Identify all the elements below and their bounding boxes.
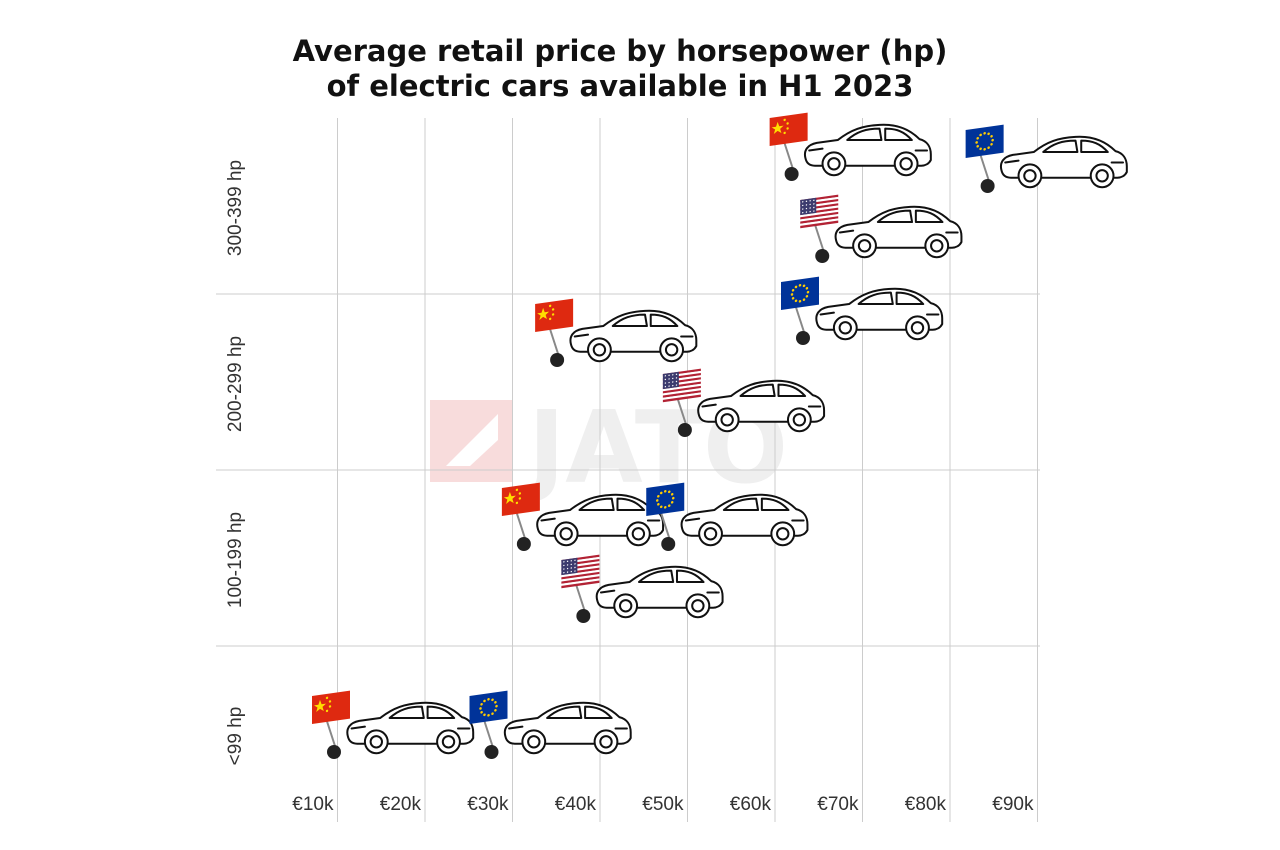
x-axis-tick-label: €10k xyxy=(292,794,334,815)
car-icon xyxy=(346,701,475,755)
car-icon xyxy=(999,135,1128,189)
x-axis-tick-label: €50k xyxy=(642,794,684,815)
usa-flag-icon xyxy=(662,368,701,403)
china-flag-icon xyxy=(769,112,808,146)
data-point-eu xyxy=(469,690,632,759)
point-marker xyxy=(980,179,995,193)
x-axis-tick-label: €90k xyxy=(992,794,1034,815)
data-point-usa xyxy=(800,194,963,263)
point-marker xyxy=(784,167,799,181)
data-point-usa xyxy=(561,554,724,623)
data-point-eu xyxy=(965,124,1128,193)
car-icon xyxy=(803,123,932,177)
data-point-eu xyxy=(646,482,809,551)
chart-title-line-1: Average retail price by horsepower (hp) xyxy=(292,34,948,68)
y-axis-label: 300-399 hp xyxy=(225,160,246,256)
x-axis-tick-label: €20k xyxy=(380,794,422,815)
point-marker xyxy=(516,537,531,551)
car-icon xyxy=(697,379,826,433)
data-point-china xyxy=(312,690,475,759)
car-icon xyxy=(503,701,632,755)
point-marker xyxy=(327,745,341,759)
car-icon xyxy=(595,565,724,619)
usa-flag-icon xyxy=(561,554,600,589)
eu-flag-icon xyxy=(469,690,508,724)
car-icon xyxy=(815,287,944,341)
jato-logo xyxy=(430,400,512,482)
point-marker xyxy=(815,249,830,263)
eu-flag-icon xyxy=(646,482,685,516)
car-icon xyxy=(569,309,698,363)
car-icon xyxy=(680,493,809,547)
data-point-usa xyxy=(662,368,826,437)
y-axis-label: <99 hp xyxy=(225,707,246,766)
data-point-china xyxy=(535,298,698,367)
chart-title-line-2: of electric cars available in H1 2023 xyxy=(326,69,914,103)
x-axis-tick-labels: €10k €20k €30k €40k €50k €60k €70k €80k €90k xyxy=(292,794,1034,815)
eu-flag-icon xyxy=(965,124,1004,158)
y-axis-label: 200-299 hp xyxy=(225,336,246,432)
y-axis-labels: <99 hp 100-199 hp 200-299 hp 300-399 hp xyxy=(225,160,246,765)
point-marker xyxy=(661,537,676,551)
x-axis-tick-label: €30k xyxy=(467,794,509,815)
usa-flag-icon xyxy=(800,194,839,229)
x-axis-tick-label: €80k xyxy=(905,794,947,815)
point-marker xyxy=(576,609,591,623)
car-icon xyxy=(834,205,963,259)
china-flag-icon xyxy=(535,298,574,332)
car-icon xyxy=(536,493,665,547)
data-points xyxy=(312,112,1128,759)
x-axis-tick-label: €60k xyxy=(730,794,772,815)
chart-title: Average retail price by horsepower (hp) … xyxy=(0,34,1240,104)
point-marker xyxy=(484,745,499,759)
x-axis-tick-label: €40k xyxy=(555,794,597,815)
data-point-china xyxy=(501,482,665,551)
china-flag-icon xyxy=(312,690,350,724)
y-axis-label: 100-199 hp xyxy=(225,512,246,608)
data-point-eu xyxy=(781,276,944,345)
point-marker xyxy=(677,423,692,437)
point-marker xyxy=(550,353,565,367)
data-point-china xyxy=(769,112,932,181)
eu-flag-icon xyxy=(781,276,819,310)
x-axis-tick-label: €70k xyxy=(817,794,859,815)
point-marker xyxy=(796,331,810,345)
china-flag-icon xyxy=(501,482,540,516)
